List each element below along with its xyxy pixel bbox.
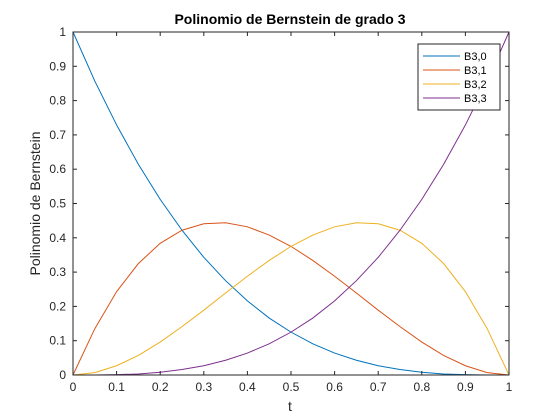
x-tick-label: 0.3 bbox=[195, 380, 212, 394]
y-tick-label: 0 bbox=[59, 368, 66, 382]
y-tick-label: 0.6 bbox=[49, 162, 66, 176]
x-tick-label: 0.8 bbox=[413, 380, 430, 394]
x-tick-label: 0 bbox=[70, 380, 77, 394]
x-tick-label: 0.6 bbox=[326, 380, 343, 394]
y-tick-labels: 0 0.1 0.2 0.3 0.4 0.5 0.6 0.7 0.8 0.9 1 bbox=[49, 25, 66, 382]
x-tick-label: 0.9 bbox=[457, 380, 474, 394]
x-tick-label: 0.7 bbox=[370, 380, 387, 394]
x-axis-label: t bbox=[288, 398, 292, 414]
y-tick-label: 0.8 bbox=[49, 94, 66, 108]
y-tick-label: 0.2 bbox=[49, 299, 66, 313]
x-tick-label: 0.4 bbox=[239, 380, 256, 394]
x-tick-label: 0.1 bbox=[108, 380, 125, 394]
legend-box bbox=[417, 43, 501, 111]
series-line-3 bbox=[73, 31, 510, 376]
legend: B3,0 B3,1 B3,2 B3,3 bbox=[417, 43, 501, 111]
chart-title: Polinomio de Bernstein de grado 3 bbox=[174, 11, 405, 27]
x-tick-label: 0.5 bbox=[283, 380, 300, 394]
y-tick-label: 0.3 bbox=[49, 265, 66, 279]
series-layer bbox=[72, 31, 510, 376]
y-tick-label: 0.7 bbox=[49, 128, 66, 142]
y-tick-label: 0.4 bbox=[49, 231, 66, 245]
y-tick-label: 1 bbox=[59, 25, 66, 39]
series-line-2 bbox=[72, 222, 510, 376]
axes-layer bbox=[72, 31, 510, 376]
x-tick-label: 0.2 bbox=[152, 380, 169, 394]
legend-label-1: B3,1 bbox=[464, 65, 487, 77]
y-axis-label: Polinomio de Bernstein bbox=[27, 132, 43, 276]
legend-label-3: B3,3 bbox=[464, 93, 487, 105]
y-tick-label: 0.5 bbox=[49, 197, 66, 211]
x-tick-labels: 0 0.1 0.2 0.3 0.4 0.5 0.6 0.7 0.8 0.9 1 bbox=[70, 380, 513, 394]
y-tick-label: 0.1 bbox=[49, 334, 66, 348]
legend-label-0: B3,0 bbox=[464, 51, 487, 63]
x-tick-label: 1 bbox=[506, 380, 513, 394]
legend-label-2: B3,2 bbox=[464, 79, 487, 91]
y-tick-label: 0.9 bbox=[49, 59, 66, 73]
